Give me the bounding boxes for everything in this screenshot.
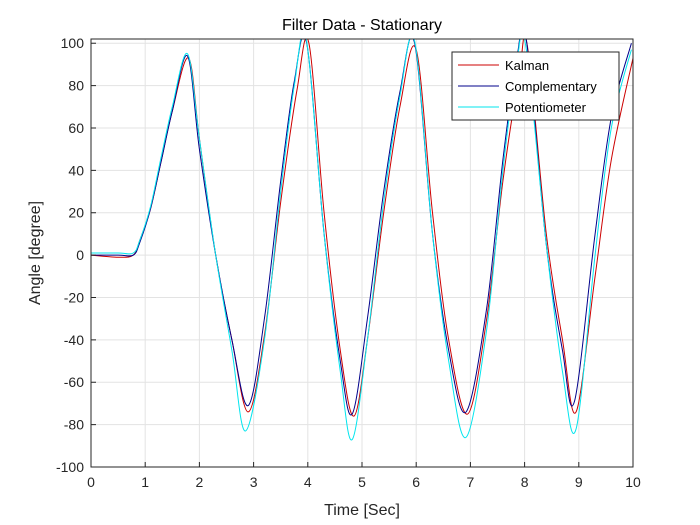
series-line-complementary (91, 39, 632, 416)
legend-label-kalman: Kalman (505, 58, 549, 73)
y-tick-label: -100 (56, 459, 84, 475)
series-line-potentiometer (91, 39, 632, 441)
y-tick-label: -60 (64, 374, 84, 390)
x-tick-label: 2 (196, 474, 204, 490)
x-tick-label: 9 (575, 474, 583, 490)
y-tick-label: 20 (68, 205, 84, 221)
legend: Kalman Complementary Potentiometer (451, 51, 620, 121)
y-axis-label: Angle [degree] (27, 201, 44, 305)
y-tick-label: 80 (68, 78, 84, 94)
x-tick-label: 6 (412, 474, 420, 490)
y-tick-label: -40 (64, 332, 84, 348)
legend-label-potentiometer: Potentiometer (505, 100, 587, 115)
y-tick-label: 0 (76, 247, 84, 263)
x-tick-label: 1 (141, 474, 149, 490)
x-tick-label: 7 (467, 474, 475, 490)
x-tick-label: 10 (625, 474, 641, 490)
y-tick-label: 60 (68, 120, 84, 136)
axis-ticks: 0 1 2 3 4 5 6 7 8 9 10 -100 -80 -60 -40 -20 0 20 40 60 80 100 (56, 35, 641, 490)
x-tick-label: 0 (87, 474, 95, 490)
legend-label-complementary: Complementary (505, 79, 597, 94)
y-tick-label: 100 (61, 35, 85, 51)
y-tick-label: 40 (68, 162, 84, 178)
series-layer (91, 39, 633, 441)
y-tick-label: -20 (64, 289, 84, 305)
y-tick-label: -80 (64, 417, 84, 433)
chart-title: Filter Data - Stationary (282, 17, 442, 34)
x-tick-label: 3 (250, 474, 258, 490)
x-tick-label: 8 (521, 474, 529, 490)
x-axis-label: Time [Sec] (324, 502, 400, 519)
x-tick-label: 5 (358, 474, 366, 490)
x-tick-label: 4 (304, 474, 312, 490)
